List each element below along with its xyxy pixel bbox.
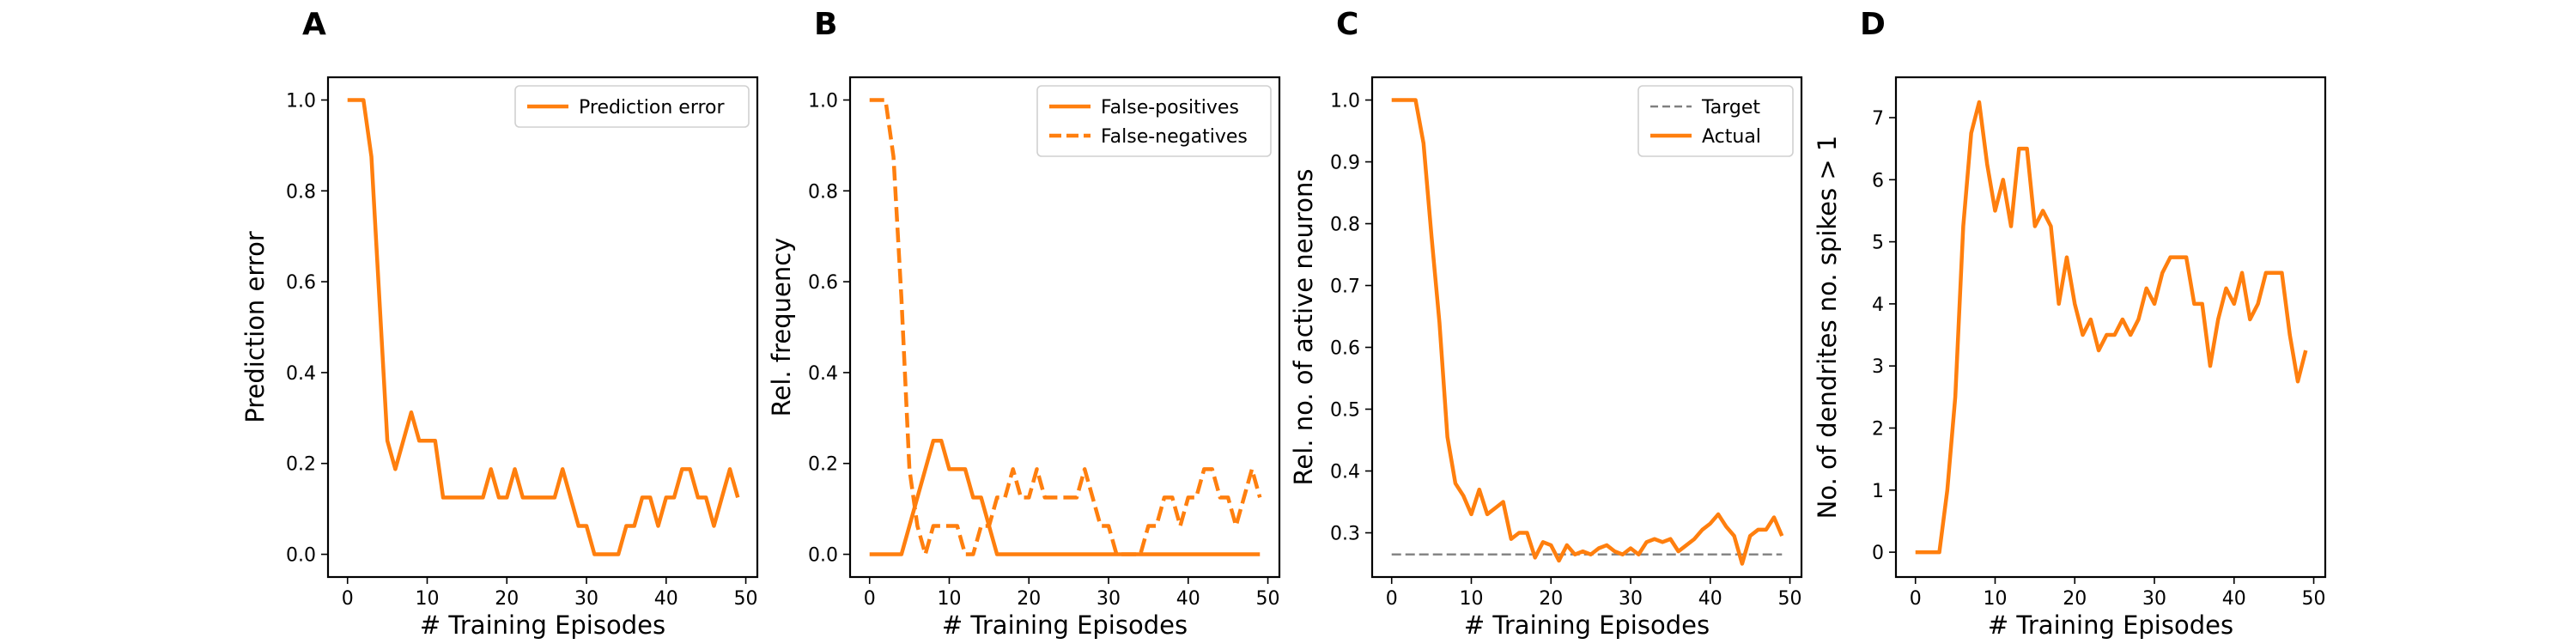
panel-b-legend-label: False-negatives bbox=[1101, 126, 1248, 148]
panel-b-xtick-label: 50 bbox=[1256, 588, 1280, 610]
panel-c-frame bbox=[1370, 76, 1803, 579]
panel-letter-d: D bbox=[1860, 7, 1886, 42]
panel-d-ytick-label: 4 bbox=[1872, 295, 1884, 316]
panel-b-ytick-label: 0.6 bbox=[808, 272, 838, 294]
panel-d-ytick-label: 0 bbox=[1872, 543, 1884, 564]
panel-a-ytick-label: 1.0 bbox=[286, 90, 316, 112]
panel-c-ytick-label: 0.9 bbox=[1330, 153, 1360, 174]
panel-a-legend: Prediction error bbox=[514, 85, 750, 128]
panel-d-xtick-label: 50 bbox=[2302, 588, 2326, 610]
panel-c-ytick-label: 0.3 bbox=[1330, 524, 1360, 545]
panel-a-legend-label: Prediction error bbox=[579, 97, 725, 118]
panel-d-xtick-label: 0 bbox=[1910, 588, 1922, 610]
panel-b-ytick-label: 0.8 bbox=[808, 181, 838, 203]
panel-b-xlabel: # Training Episodes bbox=[942, 611, 1188, 640]
panel-d-ytick-label: 7 bbox=[1872, 108, 1884, 130]
panel-letter-a: A bbox=[302, 7, 326, 42]
panel-a-xtick-label: 10 bbox=[415, 588, 439, 610]
panel-a-series-line-1 bbox=[347, 98, 740, 556]
panel-a-ylabel: Prediction error bbox=[240, 231, 270, 423]
panel-b-ylabel: Rel. frequency bbox=[767, 238, 796, 417]
panel-d-series-line-1 bbox=[1915, 100, 2308, 555]
panel-a-xtick-label: 50 bbox=[734, 588, 758, 610]
panel-d-xtick-label: 30 bbox=[2142, 588, 2166, 610]
panel-c-xtick-label: 20 bbox=[1539, 588, 1563, 610]
panel-a-xtick-label: 20 bbox=[495, 588, 519, 610]
panel-a: A 0 10 20 30 40 50 0.0 0.2 0.4 0.6 0.8 1.0 Predictio… bbox=[240, 7, 759, 640]
panel-d-xtick-label: 10 bbox=[1983, 588, 2007, 610]
panel-b-xtick-label: 30 bbox=[1097, 588, 1121, 610]
panel-c-plot-area: 0 10 20 30 40 50 0.3 0.4 0.5 0.6 0.7 0.8 0.9 1.0 Targe… bbox=[1330, 85, 1802, 610]
panel-c-ytick-label: 0.6 bbox=[1330, 338, 1360, 360]
panel-a-plot-area: 0 10 20 30 40 50 0.0 0.2 0.4 0.6 0.8 1.0 Prediction … bbox=[286, 85, 758, 610]
panel-d-ylabel: No. of dendrites no. spikes > 1 bbox=[1813, 136, 1842, 519]
panel-c-ytick-label: 0.5 bbox=[1330, 400, 1360, 422]
panel-d-frame bbox=[1894, 76, 2327, 579]
panel-c: C 0 10 20 30 40 50 0.3 0.4 0.5 0.6 0.7 0.8 0.9 1.0 Tar… bbox=[1289, 7, 1803, 640]
panel-d-ytick-label: 5 bbox=[1872, 233, 1884, 254]
panel-b-xtick-label: 20 bbox=[1017, 588, 1041, 610]
panel-d-ytick-label: 1 bbox=[1872, 481, 1884, 502]
panel-c-ytick-label: 0.8 bbox=[1330, 215, 1360, 236]
panel-c-xtick-label: 40 bbox=[1698, 588, 1722, 610]
panel-c-legend-label: Target bbox=[1701, 97, 1760, 118]
panel-b-plot-area: 0 10 20 30 40 50 0.0 0.2 0.4 0.6 0.8 1.0 False-posit… bbox=[808, 85, 1280, 610]
panel-c-legend-label: Actual bbox=[1702, 126, 1761, 148]
panel-b-ytick-label: 0.0 bbox=[808, 545, 838, 567]
panel-b-series-line-2 bbox=[869, 98, 1262, 556]
panel-a-legend-box bbox=[514, 85, 750, 128]
panel-b-legend-box bbox=[1036, 85, 1272, 157]
panel-a-xtick-label: 40 bbox=[654, 588, 678, 610]
panel-d-xtick-label: 40 bbox=[2222, 588, 2246, 610]
panel-c-xtick-label: 10 bbox=[1459, 588, 1483, 610]
panel-d-ytick-label: 3 bbox=[1872, 356, 1884, 378]
panel-b-frame bbox=[848, 76, 1281, 579]
panel-letter-b: B bbox=[814, 7, 837, 42]
panel-b-legend: False-positives False-negatives bbox=[1036, 85, 1272, 157]
panel-a-ytick-label: 0.2 bbox=[286, 454, 316, 476]
panel-d-ytick-label: 2 bbox=[1872, 418, 1884, 440]
panel-d-xlabel: # Training Episodes bbox=[1988, 611, 2233, 640]
panel-c-ylabel: Rel. no. of active neurons bbox=[1289, 169, 1318, 486]
panel-a-ytick-label: 0.8 bbox=[286, 181, 316, 203]
panel-a-xtick-label: 0 bbox=[342, 588, 354, 610]
panel-c-ytick-label: 0.4 bbox=[1330, 462, 1360, 483]
panel-a-ytick-label: 0.6 bbox=[286, 272, 316, 294]
panel-c-xtick-label: 30 bbox=[1619, 588, 1643, 610]
panel-b-series-line-1 bbox=[869, 439, 1261, 556]
panel-c-xtick-label: 50 bbox=[1778, 588, 1802, 610]
panel-a-ytick-label: 0.0 bbox=[286, 545, 316, 567]
panel-c-ytick-label: 1.0 bbox=[1330, 90, 1360, 112]
panel-b-ytick-label: 1.0 bbox=[808, 90, 838, 112]
panel-b-ytick-label: 0.2 bbox=[808, 454, 838, 476]
panel-d-xtick-label: 20 bbox=[2063, 588, 2087, 610]
panel-b: B 0 10 20 30 40 50 0.0 0.2 0.4 0.6 0.8 1.0 False-pos… bbox=[767, 7, 1281, 640]
panel-d-plot-area: 0 10 20 30 40 50 0 1 2 3 4 5 6 7 bbox=[1872, 100, 2326, 610]
panel-d-ytick-label: 6 bbox=[1872, 170, 1884, 191]
panel-c-legend-box bbox=[1637, 85, 1794, 157]
panel-a-xtick-label: 30 bbox=[574, 588, 598, 610]
panel-b-ytick-label: 0.4 bbox=[808, 363, 838, 385]
panel-c-xlabel: # Training Episodes bbox=[1464, 611, 1710, 640]
panel-a-ytick-label: 0.4 bbox=[286, 363, 316, 385]
panel-c-xtick-label: 0 bbox=[1386, 588, 1398, 610]
panel-a-frame bbox=[326, 76, 759, 579]
panel-a-xlabel: # Training Episodes bbox=[420, 611, 665, 640]
panel-b-xtick-label: 10 bbox=[937, 588, 961, 610]
panel-d: D 0 10 20 30 40 50 0 1 2 3 4 5 6 7 # Training Episode… bbox=[1813, 7, 2327, 640]
panel-b-xtick-label: 0 bbox=[864, 588, 876, 610]
panel-letter-c: C bbox=[1336, 7, 1358, 42]
panel-b-xtick-label: 40 bbox=[1176, 588, 1200, 610]
panel-c-legend: Target Actual bbox=[1637, 85, 1794, 157]
panel-b-legend-label: False-positives bbox=[1101, 97, 1239, 118]
panel-c-series-line-2 bbox=[1391, 98, 1784, 566]
panel-c-ytick-label: 0.7 bbox=[1330, 276, 1360, 298]
